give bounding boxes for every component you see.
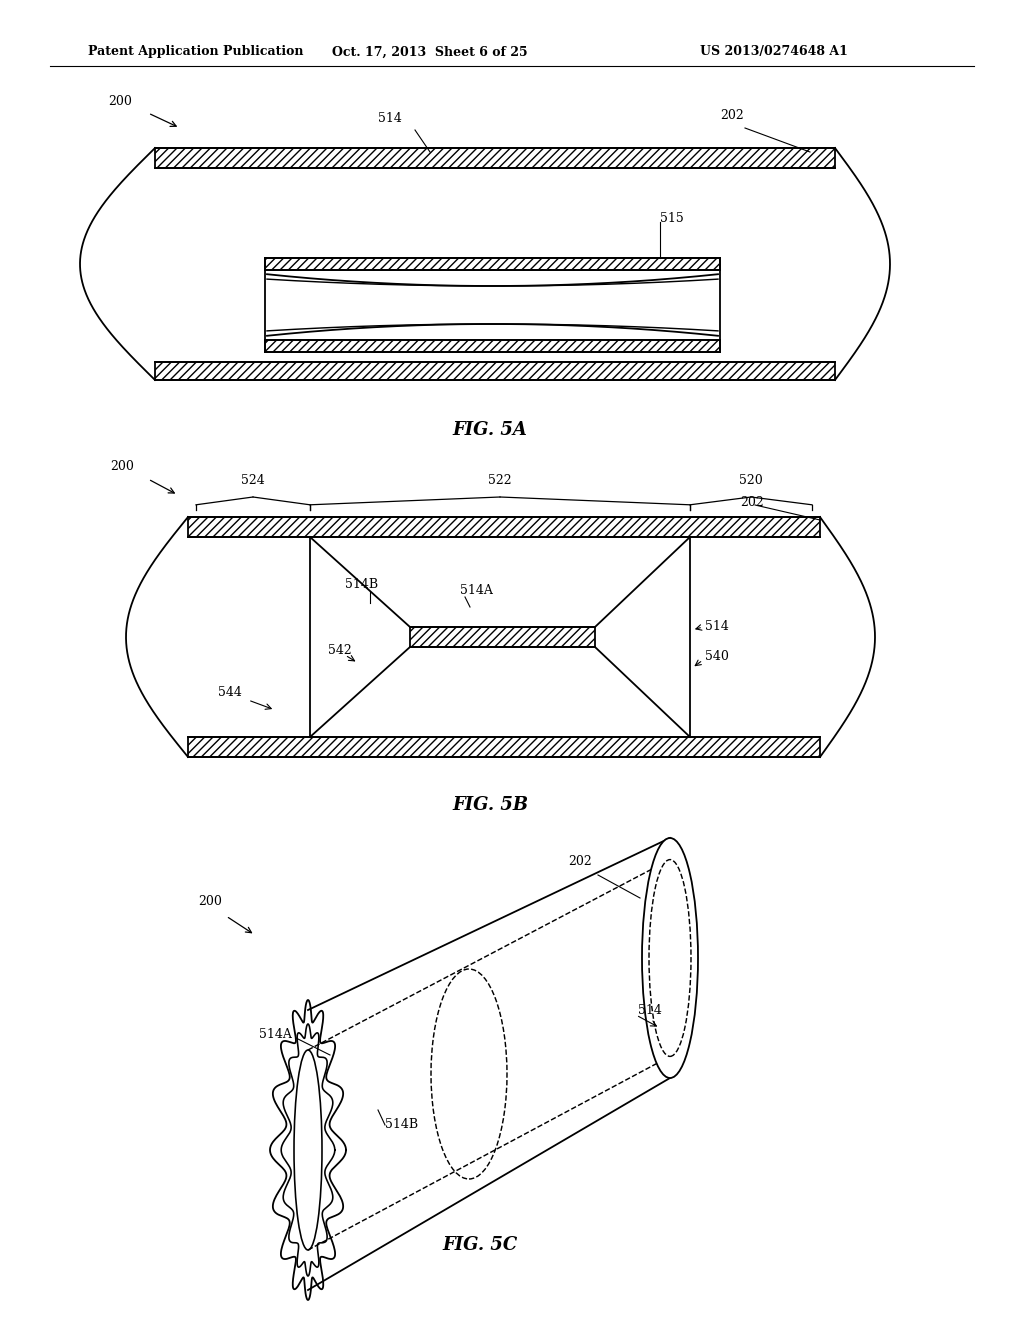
- Text: 202: 202: [740, 496, 764, 510]
- Text: 544: 544: [218, 686, 242, 700]
- Text: FIG. 5C: FIG. 5C: [442, 1236, 517, 1254]
- Bar: [155, 362, 835, 380]
- Text: 514B: 514B: [385, 1118, 418, 1131]
- Bar: [188, 517, 820, 537]
- Text: 522: 522: [488, 474, 512, 487]
- Text: 514A: 514A: [259, 1028, 292, 1041]
- Text: 200: 200: [108, 95, 132, 108]
- Bar: [265, 257, 720, 271]
- Bar: [265, 341, 720, 352]
- Text: 515: 515: [660, 211, 684, 224]
- Text: 514A: 514A: [460, 583, 493, 597]
- Text: 200: 200: [198, 895, 222, 908]
- Text: 514: 514: [378, 112, 402, 125]
- Text: 202: 202: [720, 110, 743, 121]
- Text: FIG. 5A: FIG. 5A: [453, 421, 527, 440]
- Text: Oct. 17, 2013  Sheet 6 of 25: Oct. 17, 2013 Sheet 6 of 25: [332, 45, 527, 58]
- Text: 520: 520: [739, 474, 763, 487]
- Ellipse shape: [642, 838, 698, 1078]
- Text: 514: 514: [705, 620, 729, 634]
- Text: 200: 200: [110, 459, 134, 473]
- Bar: [410, 627, 595, 647]
- Text: 540: 540: [705, 651, 729, 664]
- Bar: [155, 148, 835, 168]
- Text: 514: 514: [638, 1003, 662, 1016]
- Text: US 2013/0274648 A1: US 2013/0274648 A1: [700, 45, 848, 58]
- Text: 514B: 514B: [345, 578, 378, 591]
- Text: 542: 542: [328, 644, 352, 656]
- Text: 524: 524: [241, 474, 265, 487]
- Text: Patent Application Publication: Patent Application Publication: [88, 45, 303, 58]
- Text: FIG. 5B: FIG. 5B: [452, 796, 528, 814]
- Text: 202: 202: [568, 855, 592, 869]
- Bar: [188, 737, 820, 756]
